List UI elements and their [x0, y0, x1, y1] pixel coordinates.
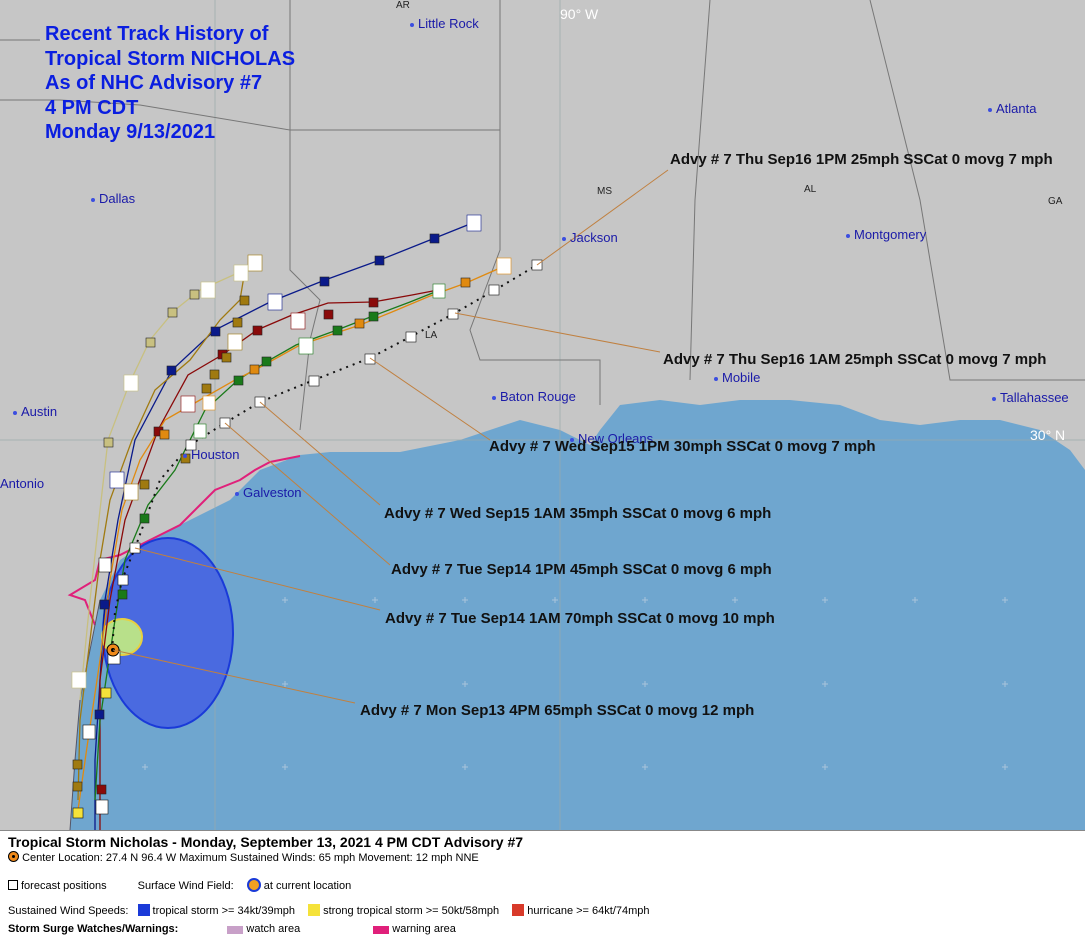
storm-track-map: [0, 0, 1085, 830]
city-houston: Houston: [183, 447, 239, 462]
title-line-4: 4 PM CDT: [45, 96, 139, 119]
state-ar: AR: [396, 0, 410, 11]
state-la: LA: [425, 330, 438, 341]
legend-forecast-row: forecast positions Surface Wind Field: a…: [8, 878, 351, 892]
title-line-3: As of NHC Advisory #7: [45, 72, 263, 94]
advisory-label-wed-1am: Advy # 7 Wed Sep15 1AM 35mph SSCat 0 mov…: [384, 505, 772, 522]
city-dallas: Dallas: [91, 191, 135, 206]
legend-center-info: Center Location: 27.4 N 96.4 W Maximum S…: [8, 851, 479, 864]
forecast-position-icon: [8, 880, 18, 890]
legend-wind-speeds: Sustained Wind Speeds: tropical storm >=…: [8, 904, 650, 917]
advisory-label-tue-1am: Advy # 7 Tue Sep14 1AM 70mph SSCat 0 mov…: [385, 610, 775, 627]
city-tallahassee: Tallahassee: [992, 390, 1069, 405]
track-current-forecast: [111, 264, 538, 651]
city-baton-rouge: Baton Rouge: [492, 389, 576, 404]
city-montgomery: Montgomery: [846, 227, 926, 242]
track-olive: [77, 269, 246, 801]
city-little-rock: Little Rock: [410, 16, 479, 31]
map-legend: Tropical Storm Nicholas - Monday, Septem…: [0, 830, 1085, 941]
watch-area-swatch: [227, 926, 244, 934]
advisory-label-wed-1pm: Advy # 7 Wed Sep15 1PM 30mph SSCat 0 mov…: [489, 438, 876, 455]
state-al: AL: [804, 184, 817, 195]
latitude-label: 30° N: [1030, 427, 1066, 443]
city-mobile: Mobile: [714, 370, 760, 385]
storm-center-icon: [8, 851, 19, 862]
strong-ts-swatch: [308, 904, 321, 916]
city-galveston: Galveston: [235, 485, 302, 500]
longitude-label: 90° W: [560, 6, 599, 22]
map-title: Recent Track History of Tropical Storm N…: [45, 22, 295, 145]
title-line-2: Tropical Storm NICHOLAS: [45, 47, 296, 70]
warning-area-swatch: [373, 926, 390, 934]
title-line-1: Recent Track History of: [45, 23, 269, 45]
title-line-5: Monday 9/13/2021: [45, 121, 216, 143]
city-san-antonio: Antonio: [0, 476, 45, 491]
advisory-label-mon-4pm: Advy # 7 Mon Sep13 4PM 65mph SSCat 0 mov…: [360, 702, 755, 719]
advisory-label-thu-1pm: Advy # 7 Thu Sep16 1PM 25mph SSCat 0 mov…: [670, 151, 1053, 168]
state-ga: GA: [1048, 196, 1063, 207]
city-new-orleans: New Orleans: [570, 431, 653, 446]
city-jackson: Jackson: [562, 230, 618, 245]
legend-header: Tropical Storm Nicholas - Monday, Septem…: [8, 834, 524, 850]
storm-surge-warning-coast: [67, 455, 301, 626]
tropical-storm-swatch: [137, 904, 150, 916]
state-ms: MS: [597, 186, 612, 197]
wind-field-icon: [246, 878, 261, 892]
advisory-label-thu-1am: Advy # 7 Thu Sep16 1AM 25mph SSCat 0 mov…: [663, 351, 1047, 368]
legend-surge: Storm Surge Watches/Warnings: watch area…: [8, 923, 456, 935]
city-austin: Austin: [13, 404, 57, 419]
track-green: [94, 289, 441, 801]
advisory-label-tue-1pm: Advy # 7 Tue Sep14 1PM 45mph SSCat 0 mov…: [391, 561, 772, 578]
track-darkred: [99, 289, 439, 830]
hurricane-swatch: [512, 904, 525, 916]
city-atlanta: Atlanta: [988, 101, 1036, 116]
